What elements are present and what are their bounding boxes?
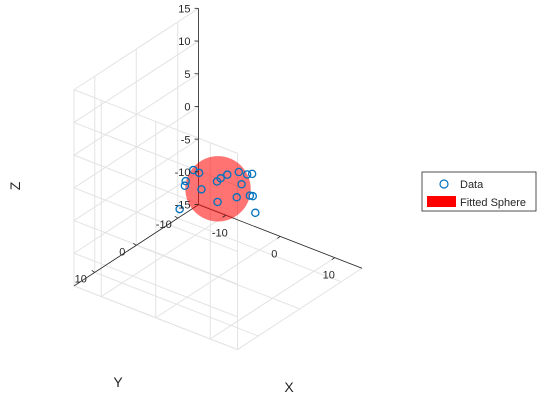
z-tick-label: 5 <box>184 69 190 81</box>
z-tick-label: -10 <box>175 167 191 179</box>
grid-line <box>73 89 238 154</box>
grid-line <box>73 285 238 351</box>
data-point <box>247 169 257 179</box>
data-point <box>242 170 252 179</box>
z-tick-label: 10 <box>178 36 190 48</box>
data-point <box>175 204 184 214</box>
grid-line <box>73 8 199 91</box>
data-point <box>248 191 257 201</box>
y-tick-label: -10 <box>156 219 172 231</box>
x-tick-mark <box>222 214 226 218</box>
y-axis-label: Y <box>113 374 123 390</box>
legend-data-label: Data <box>460 179 484 191</box>
grid-line <box>73 187 238 252</box>
points-layer <box>175 165 260 218</box>
z-axis-label: Z <box>7 181 23 190</box>
grid-line <box>73 40 199 123</box>
x-tick-label: -10 <box>212 227 228 239</box>
z-tick-label: 0 <box>184 102 190 114</box>
x-tick-label: 10 <box>323 270 335 282</box>
data-point <box>237 180 246 189</box>
data-point <box>181 176 190 186</box>
sphere-layer <box>185 156 251 222</box>
grid-line <box>177 217 342 283</box>
data-point <box>197 185 206 194</box>
x-tick-label: 0 <box>271 248 277 260</box>
data-point <box>251 208 260 218</box>
x-tick-mark <box>277 236 281 239</box>
data-point <box>223 170 232 179</box>
fitted-sphere <box>185 156 251 222</box>
legend-data-marker <box>439 179 449 189</box>
grid-line <box>73 220 238 285</box>
y-tick-label: 10 <box>75 273 87 285</box>
y-tick-mark <box>91 270 95 273</box>
z-tick-label: -5 <box>181 134 191 146</box>
x-tick-mark <box>331 257 335 260</box>
grid-line <box>94 271 259 337</box>
z-tick-label: 15 <box>178 3 190 15</box>
data-point <box>232 193 241 202</box>
grid-line <box>73 252 238 318</box>
legend-sphere-swatch <box>427 196 456 207</box>
data-point <box>212 177 222 186</box>
data-point <box>189 165 198 175</box>
y-tick-mark <box>133 242 137 246</box>
data-point <box>180 181 190 191</box>
x-axis-label: X <box>284 379 294 395</box>
data-point <box>213 197 222 207</box>
legend-sphere-label: Fitted Sphere <box>460 197 526 209</box>
y-tick-mark <box>174 215 178 219</box>
legend: Data Fitted Sphere <box>421 171 537 212</box>
data-point <box>234 167 244 177</box>
z-tick-label: -15 <box>175 200 191 212</box>
y-tick-label: 0 <box>119 246 125 258</box>
